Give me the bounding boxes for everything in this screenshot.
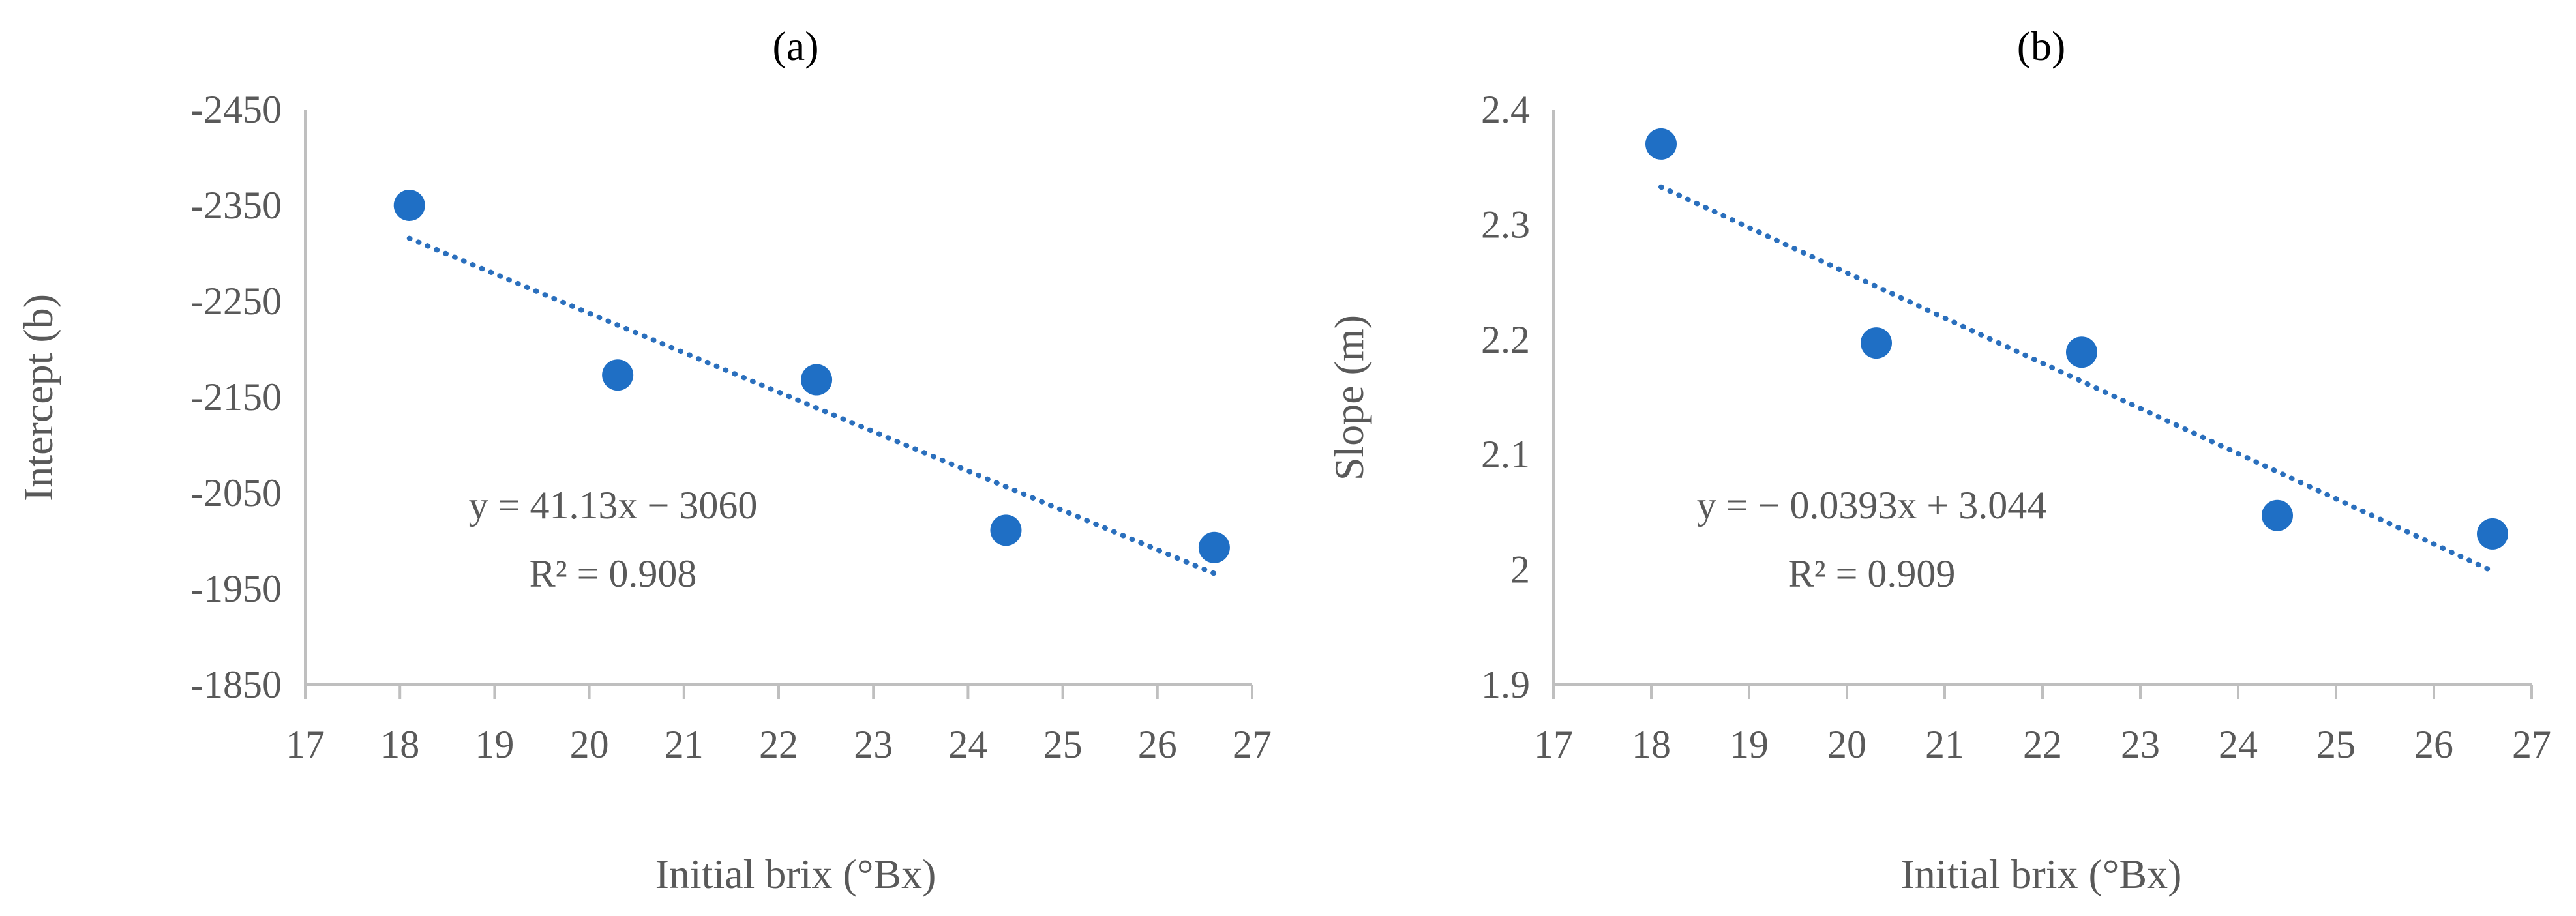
chart-b-title: (b) — [2017, 23, 2066, 69]
chart-a-data-point — [990, 514, 1022, 546]
chart-a-x-label: Initial brix (°Bx) — [655, 851, 936, 897]
chart-b-data-point — [2477, 518, 2508, 550]
chart-a-title: (a) — [772, 23, 818, 69]
chart-a-x-tick-label: 27 — [1233, 723, 1272, 766]
chart-a-x-tick-label: 22 — [759, 723, 798, 766]
chart-a-y-tick-label: -1950 — [190, 567, 282, 610]
chart-b-x-tick-label: 24 — [2219, 723, 2258, 766]
chart-b-trendline — [1658, 184, 2495, 574]
chart-a-y-tick-label: -2350 — [190, 184, 282, 227]
chart-a-x-tick-label: 17 — [286, 723, 325, 766]
chart-a-data-point — [602, 359, 634, 391]
chart-b-x-tick-label: 17 — [1534, 723, 1573, 766]
chart-b-y-label: Slope (m) — [1326, 315, 1372, 480]
chart-a-y-tick-label: -1850 — [190, 663, 282, 706]
chart-a-trendline — [406, 235, 1217, 576]
chart-b-x-tick-label: 23 — [2121, 723, 2160, 766]
chart-a-x-tick-label: 25 — [1043, 723, 1083, 766]
chart-b-x-tick-label: 19 — [1730, 723, 1769, 766]
chart-b-y-tick-label: 2.3 — [1481, 203, 1530, 246]
chart-b-x-label: Initial brix (°Bx) — [1901, 851, 2182, 897]
chart-b-y-tick-label: 2.2 — [1481, 318, 1530, 361]
chart-b-equation: y = − 0.0393x + 3.044 — [1697, 484, 2047, 527]
chart-b-y-tick-label: 2.1 — [1481, 433, 1530, 476]
chart-b-x-tick-label: 25 — [2316, 723, 2356, 766]
chart-b: (b) 17 18 19 20 21 22 23 24 25 26 27 1.9 2 2.1 2.2 2.3 2… — [1326, 23, 2551, 897]
chart-a-x-tick-label: 18 — [380, 723, 419, 766]
chart-a-x-tick-label: 23 — [854, 723, 893, 766]
chart-b-x-tick-label: 26 — [2414, 723, 2453, 766]
chart-b-y-tick-label: 2.4 — [1481, 88, 1530, 131]
chart-b-data-point — [2262, 499, 2293, 531]
chart-a-y-tick-label: -2050 — [190, 471, 282, 514]
chart-a-x-tick-label: 24 — [948, 723, 987, 766]
chart-b-r-squared: R² = 0.909 — [1788, 552, 1956, 595]
chart-a-y-tick-label: -2450 — [190, 88, 282, 131]
chart-a-y-label: Intercept (b) — [15, 294, 61, 501]
chart-a-r-squared: R² = 0.908 — [530, 552, 697, 595]
chart-a-y-tick-label: -2250 — [190, 280, 282, 323]
chart-b-y-tick-label: 1.9 — [1481, 663, 1530, 706]
chart-a-equation: y = 41.13x − 3060 — [469, 484, 758, 527]
chart-b-x-tick-label: 21 — [1925, 723, 1964, 766]
chart-b-data-point — [1861, 327, 1892, 359]
chart-a-data-point — [1198, 531, 1230, 563]
chart-a-x-tick-label: 19 — [475, 723, 514, 766]
chart-a-data-point — [393, 190, 425, 221]
chart-a-x-tick-label: 20 — [570, 723, 609, 766]
chart-a-y-tick-label: -2150 — [190, 376, 282, 419]
chart-a: (a) 17 18 19 20 21 22 23 24 25 26 27 -2450 -2350 -225… — [15, 23, 1272, 897]
chart-a-data-point — [801, 364, 833, 396]
chart-b-x-tick-label: 20 — [1827, 723, 1866, 766]
chart-b-y-tick-label: 2 — [1510, 548, 1530, 591]
chart-a-x-tick-label: 21 — [665, 723, 704, 766]
chart-b-x-tick-label: 27 — [2512, 723, 2551, 766]
chart-b-data-point — [1645, 128, 1677, 160]
chart-a-x-tick-label: 26 — [1138, 723, 1177, 766]
chart-b-x-tick-label: 22 — [2023, 723, 2062, 766]
chart-b-x-tick-label: 18 — [1632, 723, 1671, 766]
chart-b-data-point — [2066, 336, 2097, 368]
